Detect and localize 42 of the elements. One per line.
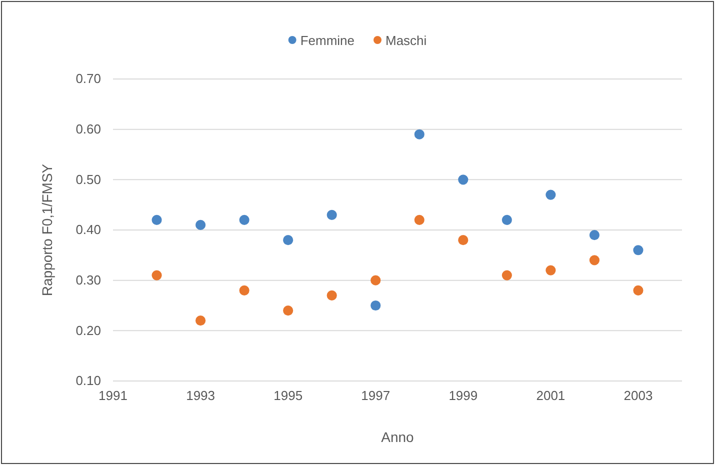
point [283, 235, 294, 246]
x-tick-label: 1999 [448, 388, 478, 404]
point [195, 316, 206, 326]
point [414, 129, 424, 140]
legend-label: Femmine [300, 33, 354, 48]
point [152, 214, 162, 225]
x-axis-title: Anno [381, 429, 414, 445]
x-tick-label: 1991 [98, 388, 128, 404]
point [152, 270, 162, 280]
y-tick-label: 0.70 [76, 71, 101, 86]
point [589, 255, 600, 266]
legend-label: Maschi [386, 33, 427, 48]
point [502, 214, 512, 225]
point [633, 245, 644, 256]
point [458, 235, 468, 246]
point [326, 210, 337, 220]
point [458, 174, 468, 185]
x-tick-label: 1997 [361, 388, 390, 404]
point [283, 305, 294, 316]
point [502, 270, 512, 280]
y-tick-label: 0.50 [76, 172, 101, 187]
x-tick-label: 2001 [536, 388, 566, 404]
point [589, 230, 600, 240]
point [239, 285, 250, 296]
y-tick-label: 0.60 [76, 121, 101, 136]
point [633, 285, 644, 296]
x-tick-label: 2003 [624, 388, 653, 404]
x-tick-label: 1995 [274, 388, 303, 404]
point [195, 220, 206, 230]
y-tick-label: 0.30 [76, 272, 101, 288]
point [546, 190, 556, 200]
point [546, 265, 556, 276]
point [239, 214, 250, 225]
x-tick-label: 1993 [186, 388, 215, 404]
y-tick-label: 0.20 [76, 322, 101, 338]
point [414, 214, 424, 225]
point [326, 290, 337, 300]
y-tick-label: 0.40 [76, 222, 101, 238]
y-tick-label: 0.10 [76, 373, 101, 388]
y-axis-title: Rapporto F0,1/FMSY [39, 163, 55, 296]
point [370, 300, 381, 311]
point [370, 275, 381, 286]
